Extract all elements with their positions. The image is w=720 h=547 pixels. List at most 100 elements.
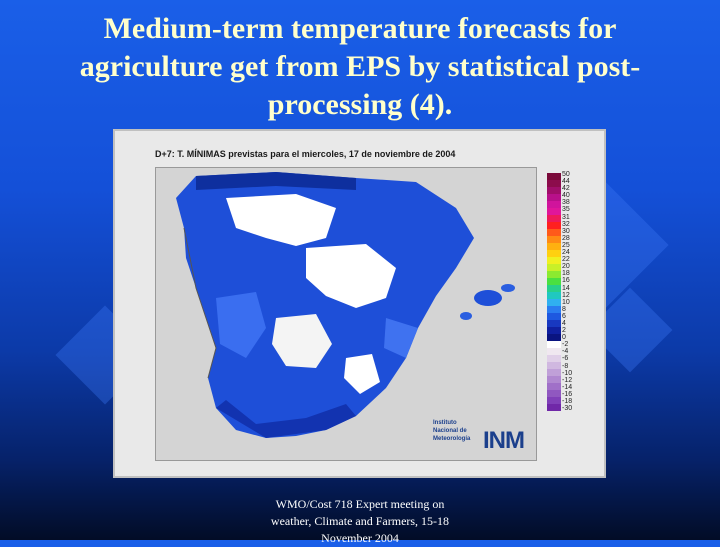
legend-label: -6 [562, 355, 569, 363]
legend-label: 12 [562, 291, 570, 299]
legend-label: 20 [562, 263, 570, 271]
legend-swatch [547, 397, 561, 404]
legend-label: 30 [562, 227, 570, 235]
footer-line: November 2004 [321, 531, 399, 545]
legend-label: 40 [562, 192, 570, 200]
legend-swatch [547, 355, 561, 362]
legend-swatch [547, 390, 561, 397]
institute-name: Instituto Nacional de Meteorología [433, 419, 470, 443]
legend-swatch [547, 299, 561, 306]
legend-label: -30 [562, 405, 573, 413]
legend-label: -4 [562, 348, 569, 356]
legend-swatch [547, 264, 561, 271]
legend-swatch [547, 313, 561, 320]
legend-swatch [547, 292, 561, 299]
slide-footer: WMO/Cost 718 Expert meeting on weather, … [240, 496, 480, 547]
legend-swatch [547, 201, 561, 208]
forecast-map-figure: D+7: T. MÍNIMAS previstas para el mierco… [113, 129, 606, 478]
legend-swatch [547, 376, 561, 383]
title-line: processing (4). [267, 88, 453, 121]
legend-label: 24 [562, 249, 570, 257]
legend-label: 31 [562, 213, 570, 221]
legend-swatch [547, 348, 561, 355]
title-line: Medium-term temperature forecasts for [103, 12, 617, 45]
legend-label: 6 [562, 312, 566, 320]
institute-line: Nacional de [433, 428, 467, 434]
institute-line: Meteorología [433, 436, 471, 442]
legend-label: 18 [562, 270, 570, 278]
legend-swatch [547, 341, 561, 348]
temperature-legend [547, 173, 561, 411]
legend-label: 16 [562, 277, 570, 285]
legend-label: 10 [562, 298, 570, 306]
legend-swatch [547, 180, 561, 187]
legend-swatch [547, 173, 561, 180]
legend-swatch [547, 222, 561, 229]
balearic-island [460, 312, 472, 320]
country-border [183, 227, 217, 379]
legend-label: 42 [562, 185, 570, 193]
legend-swatch [547, 271, 561, 278]
legend-swatch [547, 327, 561, 334]
legend-label: 4 [562, 319, 566, 327]
legend-label: -2 [562, 341, 569, 349]
legend-swatch [547, 285, 561, 292]
spain-temperature-map [155, 167, 537, 461]
legend-label: 2 [562, 327, 566, 335]
legend-label: -18 [562, 398, 573, 405]
legend-label: -12 [562, 376, 573, 384]
footer-line: weather, Climate and Farmers, 15-18 [270, 514, 450, 528]
legend-swatch [547, 229, 561, 236]
legend-swatch [547, 320, 561, 327]
institute-line: Instituto [433, 420, 457, 426]
legend-swatch [547, 362, 561, 369]
legend-label: 38 [562, 199, 570, 207]
legend-swatch [547, 306, 561, 313]
legend-swatch [547, 208, 561, 215]
legend-label: 32 [562, 220, 570, 228]
legend-label: -16 [562, 390, 573, 398]
cold-zone-white [226, 194, 336, 246]
legend-label: 35 [562, 206, 570, 214]
footer-line: WMO/Cost 718 Expert meeting on [275, 497, 445, 511]
legend-label: 44 [562, 178, 570, 186]
map-caption: D+7: T. MÍNIMAS previstas para el mierco… [155, 149, 456, 159]
legend-swatch [547, 369, 561, 376]
legend-label: -8 [562, 362, 569, 370]
legend-label: 14 [562, 284, 570, 292]
legend-label: 8 [562, 305, 566, 313]
mild-zone-blue [384, 318, 418, 358]
legend-swatch [547, 236, 561, 243]
legend-swatch [547, 194, 561, 201]
title-line: agriculture get from EPS by statistical … [79, 50, 641, 83]
legend-swatch [547, 257, 561, 264]
legend-label: 25 [562, 241, 570, 249]
legend-label: 0 [562, 334, 566, 342]
cold-zone-white [344, 354, 380, 394]
legend-swatch [547, 250, 561, 257]
coastal-dark-band [196, 172, 356, 190]
legend-label: 28 [562, 234, 570, 242]
balearic-island [501, 284, 515, 292]
coastal-dark-band [216, 400, 356, 438]
cold-zone-white [306, 244, 396, 308]
spain-map-graphic [156, 168, 536, 460]
peninsula-shape [176, 172, 474, 438]
inm-logo: INM [483, 427, 525, 454]
legend-label: 22 [562, 256, 570, 264]
legend-swatch [547, 383, 561, 390]
legend-label: 50 [562, 171, 570, 178]
mild-zone-blue [216, 292, 266, 358]
legend-labels: 50 44 42 40 38 35 31 32 30 28 25 24 22 20 18 16 14 12 10 8 6… [562, 171, 572, 412]
legend-label: -10 [562, 369, 573, 377]
legend-swatch [547, 404, 561, 411]
legend-swatch [547, 334, 561, 341]
legend-label: -14 [562, 383, 573, 391]
legend-swatch [547, 215, 561, 222]
legend-swatch [547, 187, 561, 194]
cold-zone-white [272, 314, 332, 368]
balearic-island [474, 290, 502, 306]
slide-title: Medium-term temperature forecasts for ag… [40, 10, 680, 124]
legend-swatch [547, 278, 561, 285]
legend-swatch [547, 243, 561, 250]
